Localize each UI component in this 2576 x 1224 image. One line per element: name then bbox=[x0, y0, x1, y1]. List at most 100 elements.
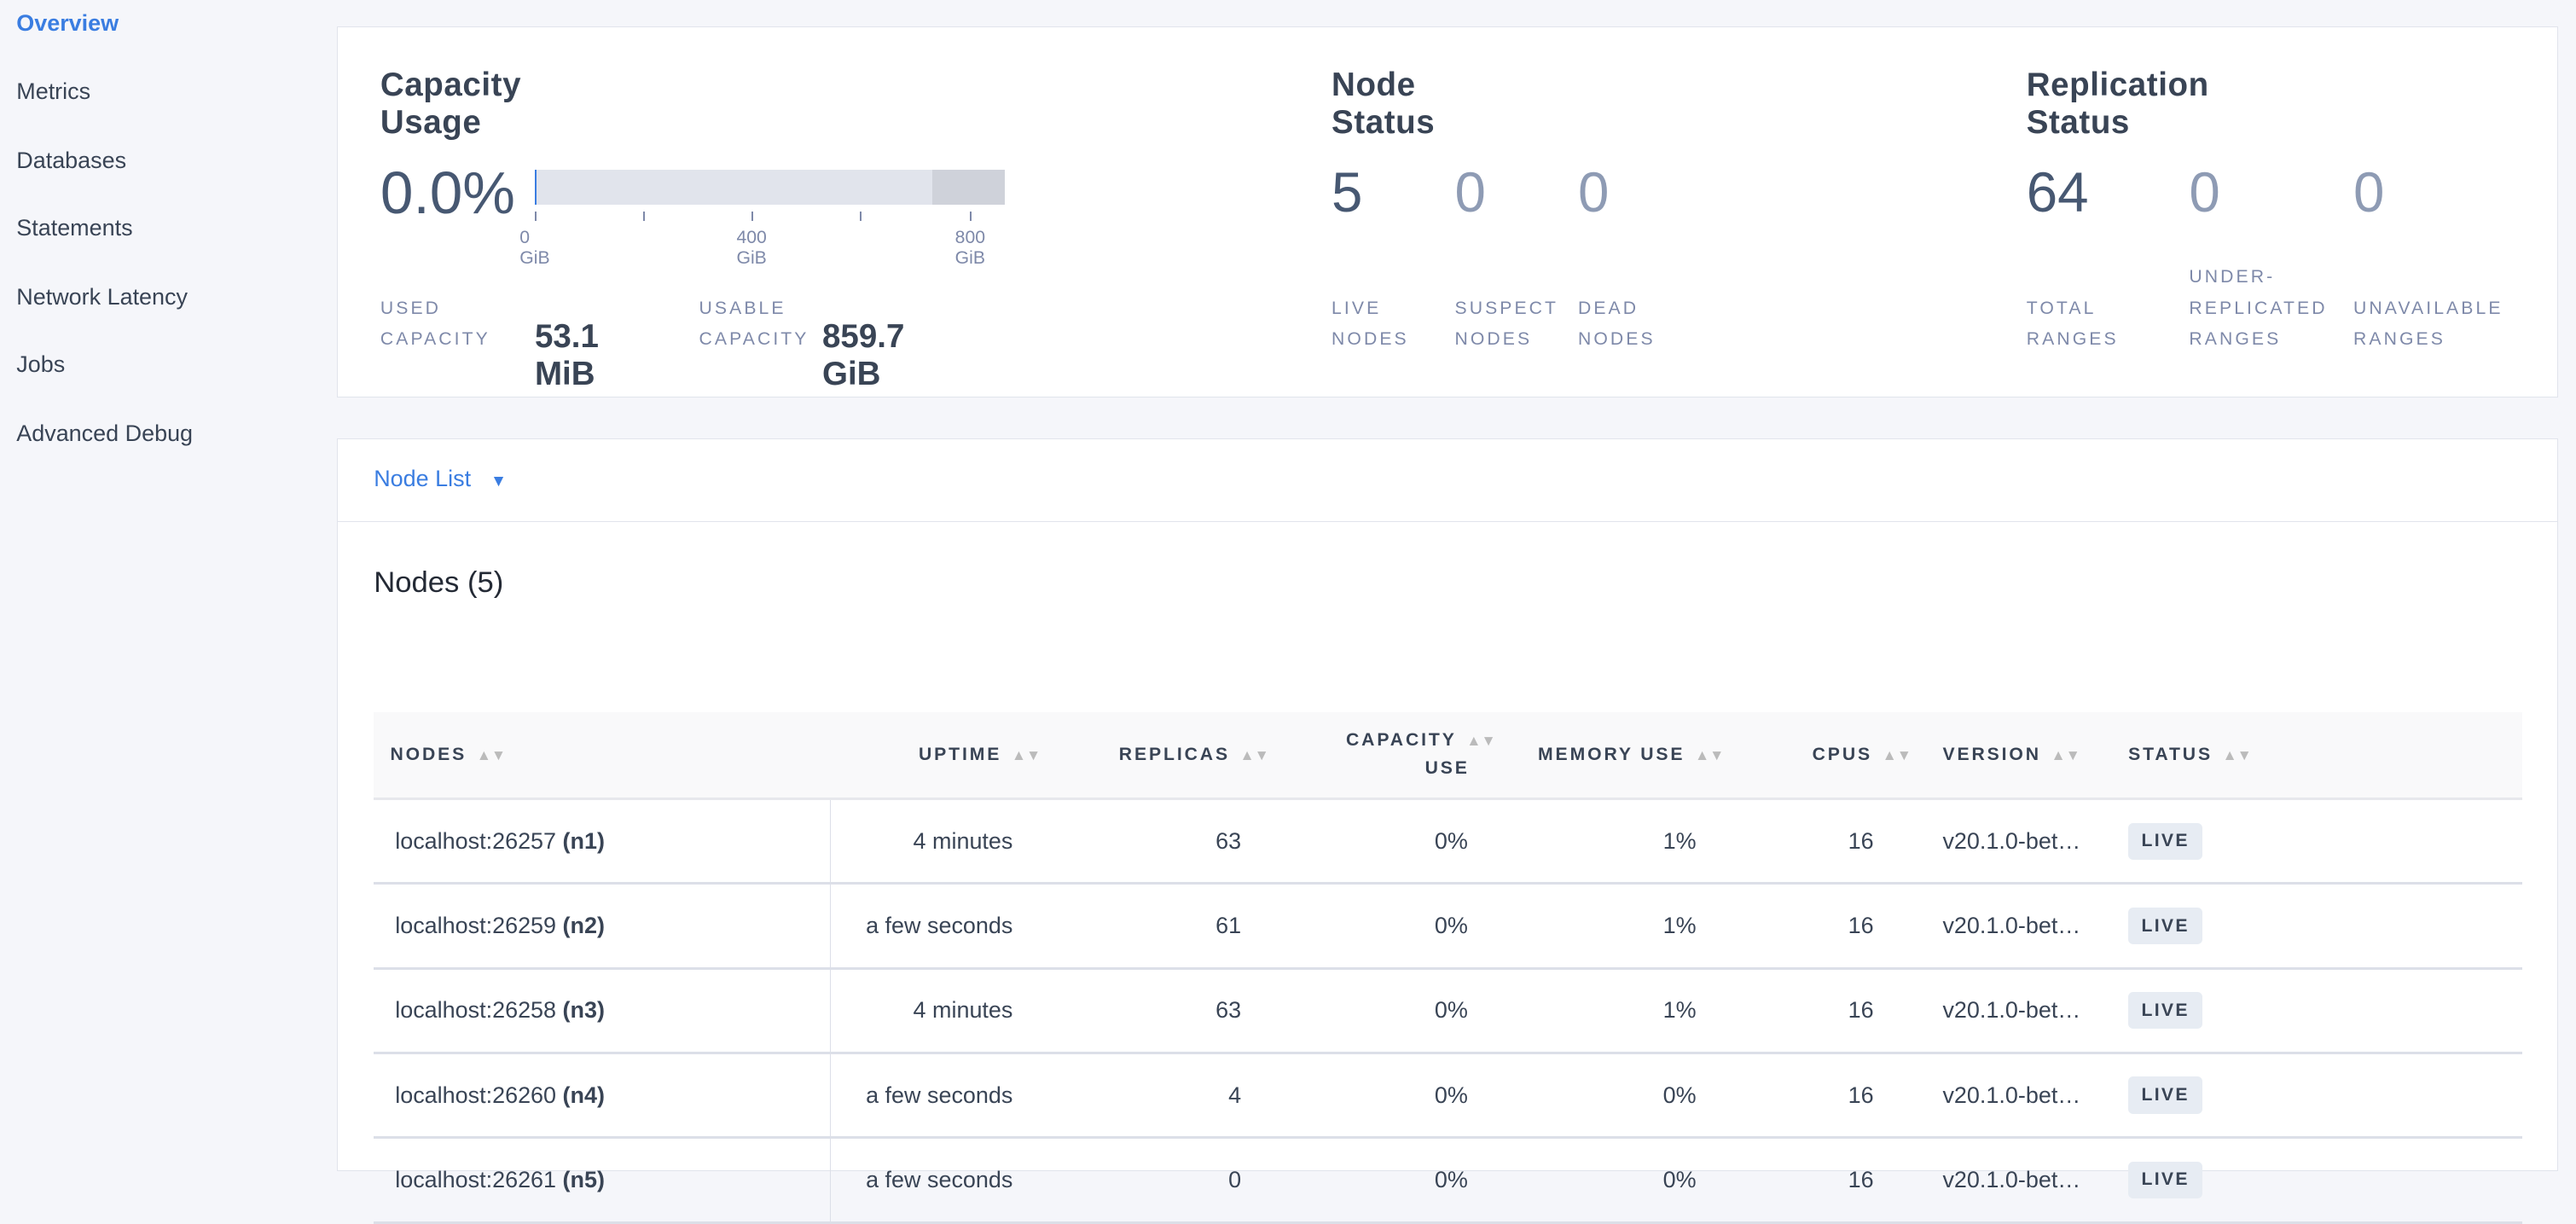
live-nodes-label: LIVE NODES bbox=[1332, 298, 1409, 350]
axis-tick bbox=[860, 211, 862, 222]
node-host: localhost:26261 bbox=[395, 1166, 557, 1192]
memory-cell: 1% bbox=[1509, 968, 1738, 1054]
status-badge: LIVE bbox=[2128, 1076, 2203, 1114]
dead-nodes-label: DEAD NODES bbox=[1577, 298, 1656, 350]
total-ranges-count: 64 bbox=[2026, 160, 2089, 223]
node-id: (n4) bbox=[562, 1082, 605, 1108]
node-status-title: Node Status bbox=[1332, 67, 1436, 142]
sort-icon: ▲▼ bbox=[1466, 732, 1496, 750]
caret-down-icon: ▼ bbox=[490, 473, 508, 491]
memory-cell: 1% bbox=[1509, 798, 1738, 885]
sort-icon: ▲▼ bbox=[1239, 746, 1269, 763]
node-list-dropdown[interactable]: Node List ▼ bbox=[374, 466, 507, 492]
status-cell: LIVE bbox=[2108, 968, 2523, 1054]
column-header-uptime[interactable]: UPTIME ▲▼ bbox=[830, 711, 1061, 801]
used-capacity-label: USED CAPACITY bbox=[380, 298, 490, 350]
node-cell[interactable]: localhost:26259 (n2) bbox=[374, 883, 832, 970]
live-nodes-count: 5 bbox=[1332, 160, 1363, 223]
version-cell: v20.1.0-bet… bbox=[1921, 1137, 2109, 1224]
column-header-replicas[interactable]: REPLICAS ▲▼ bbox=[1060, 711, 1283, 801]
capacity-cell: 0% bbox=[1282, 798, 1510, 885]
unavailable-count: 0 bbox=[2353, 160, 2385, 223]
column-header-capacity-use[interactable]: CAPACITY ▲▼ USE bbox=[1282, 711, 1510, 801]
axis-tick bbox=[534, 211, 537, 222]
cpus-cell: 16 bbox=[1737, 883, 1922, 970]
sort-icon: ▲▼ bbox=[1011, 746, 1041, 763]
node-list-header: Node List ▼ bbox=[336, 438, 2558, 523]
sidebar-item-network-latency[interactable]: Network Latency bbox=[16, 284, 188, 310]
status-badge: LIVE bbox=[2128, 907, 2203, 945]
version-cell: v20.1.0-bet… bbox=[1921, 968, 2109, 1054]
memory-cell: 1% bbox=[1509, 883, 1738, 970]
sidebar-item-databases[interactable]: Databases bbox=[16, 148, 127, 174]
cpus-cell: 16 bbox=[1737, 1137, 1922, 1224]
node-cell[interactable]: localhost:26257 (n1) bbox=[374, 798, 832, 885]
replication-status-title: Replication Status bbox=[2026, 67, 2209, 142]
node-cell[interactable]: localhost:26258 (n3) bbox=[374, 968, 832, 1054]
node-host: localhost:26257 bbox=[395, 827, 557, 854]
node-id: (n5) bbox=[562, 1166, 605, 1192]
column-header-version[interactable]: VERSION ▲▼ bbox=[1921, 711, 2109, 801]
column-header-memory-use[interactable]: MEMORY USE ▲▼ bbox=[1509, 711, 1738, 801]
total-ranges-label: TOTAL RANGES bbox=[2026, 298, 2119, 350]
capacity-bar bbox=[534, 170, 1005, 205]
memory-cell: 0% bbox=[1509, 1137, 1738, 1224]
node-host: localhost:26258 bbox=[395, 997, 557, 1024]
summary-card: Capacity Usage 0.0% 0 GiB 400 GiB 800 Gi… bbox=[336, 26, 2558, 398]
uptime-cell: a few seconds bbox=[830, 1137, 1061, 1224]
table-row: localhost:26260 (n4) a few seconds 4 0% 0% 16… bbox=[374, 1053, 2523, 1140]
node-host: localhost:26260 bbox=[395, 1082, 557, 1108]
capacity-percent: 0.0% bbox=[380, 159, 515, 226]
version-cell: v20.1.0-bet… bbox=[1921, 798, 2109, 885]
sidebar-item-statements[interactable]: Statements bbox=[16, 215, 133, 241]
sidebar-item-advanced-debug[interactable]: Advanced Debug bbox=[16, 421, 194, 447]
unavailable-label: UNAVAILABLE RANGES bbox=[2353, 298, 2503, 350]
suspect-nodes-count: 0 bbox=[1454, 160, 1486, 223]
uptime-cell: 4 minutes bbox=[830, 798, 1061, 885]
cpus-cell: 16 bbox=[1737, 798, 1922, 885]
status-cell: LIVE bbox=[2108, 1137, 2523, 1224]
column-header-nodes[interactable]: NODES ▲▼ bbox=[374, 711, 831, 801]
usable-capacity-value: 859.7 GiB bbox=[822, 317, 905, 392]
replicas-cell: 0 bbox=[1060, 1137, 1283, 1224]
suspect-nodes-label: SUSPECT NODES bbox=[1454, 298, 1559, 350]
table-header-row: NODES ▲▼ UPTIME ▲▼ REPLICAS ▲▼ CAPACITY ▲▼ US… bbox=[374, 711, 2523, 801]
sidebar-item-overview[interactable]: Overview bbox=[16, 9, 119, 36]
axis-tick bbox=[751, 211, 754, 222]
cpus-cell: 16 bbox=[1737, 968, 1922, 1054]
sort-icon: ▲▼ bbox=[1695, 746, 1725, 763]
replicas-cell: 63 bbox=[1060, 968, 1283, 1054]
tick-label: 0 GiB bbox=[519, 227, 550, 268]
replicas-cell: 61 bbox=[1060, 883, 1283, 970]
axis-tick bbox=[970, 211, 972, 222]
under-replicated-count: 0 bbox=[2189, 160, 2220, 223]
nodes-table: NODES ▲▼ UPTIME ▲▼ REPLICAS ▲▼ CAPACITY ▲▼ US… bbox=[374, 711, 2523, 1224]
status-badge: LIVE bbox=[2128, 1161, 2203, 1199]
status-cell: LIVE bbox=[2108, 798, 2523, 885]
sort-icon: ▲▼ bbox=[476, 746, 507, 763]
axis-tick bbox=[643, 211, 645, 222]
cpus-cell: 16 bbox=[1737, 1053, 1922, 1140]
nodes-card: Nodes (5) NODES ▲▼ UPTIME ▲▼ REPLICAS ▲▼ CA… bbox=[336, 520, 2558, 1224]
capacity-cell: 0% bbox=[1282, 968, 1510, 1054]
table-row: localhost:26259 (n2) a few seconds 61 0% 1% 1… bbox=[374, 883, 2523, 970]
node-cell[interactable]: localhost:26261 (n5) bbox=[374, 1137, 832, 1224]
status-cell: LIVE bbox=[2108, 1053, 2523, 1140]
dead-nodes-count: 0 bbox=[1577, 160, 1610, 223]
node-cell[interactable]: localhost:26260 (n4) bbox=[374, 1053, 832, 1140]
sidebar-item-metrics[interactable]: Metrics bbox=[16, 78, 91, 105]
node-list-dropdown-label: Node List bbox=[374, 466, 472, 492]
nodes-heading: Nodes (5) bbox=[374, 566, 504, 599]
column-header-status[interactable]: STATUS ▲▼ bbox=[2108, 711, 2523, 801]
capacity-usage-title: Capacity Usage bbox=[380, 67, 522, 142]
status-cell: LIVE bbox=[2108, 883, 2523, 970]
capacity-cell: 0% bbox=[1282, 1137, 1510, 1224]
node-id: (n1) bbox=[562, 827, 605, 854]
table-row: localhost:26258 (n3) 4 minutes 63 0% 1% 16 v20… bbox=[374, 968, 2523, 1054]
capacity-cell: 0% bbox=[1282, 883, 1510, 970]
uptime-cell: a few seconds bbox=[830, 1053, 1061, 1140]
sidebar-item-jobs[interactable]: Jobs bbox=[16, 351, 66, 378]
tick-label: 400 GiB bbox=[736, 227, 767, 268]
column-header-cpus[interactable]: CPUS ▲▼ bbox=[1737, 711, 1922, 801]
uptime-cell: a few seconds bbox=[830, 883, 1061, 970]
